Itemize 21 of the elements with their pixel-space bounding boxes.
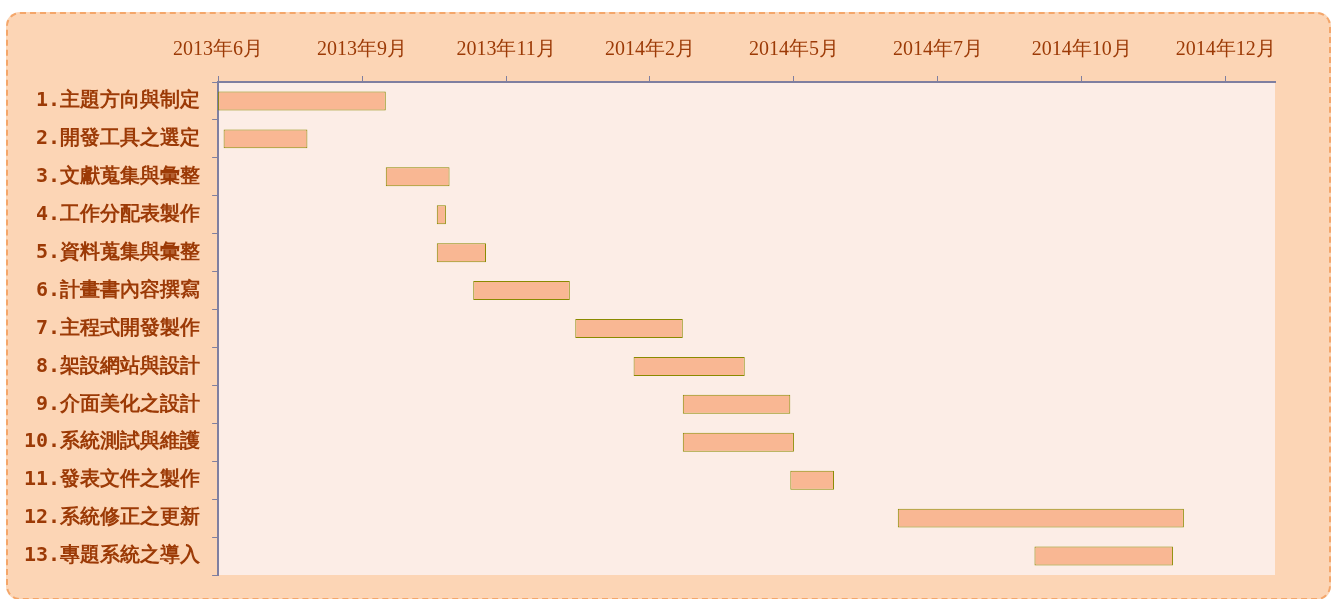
y-tick-label: 13.專題系統之導入	[24, 542, 202, 567]
x-tick-label: 2013年6月	[173, 37, 264, 60]
y-tick-label: 1.主題方向與制定	[36, 87, 201, 112]
x-tick-label: 2014年10月	[1031, 37, 1132, 60]
y-tick-label: 5.資料蒐集與彙整	[36, 238, 201, 263]
y-tick-label: 10.系統測試與維護	[24, 428, 201, 453]
y-tick-label: 2.開發工具之選定	[36, 125, 201, 150]
y-tick-label: 8.架設網站與設計	[36, 352, 201, 377]
x-tick-label: 2013年11月	[456, 37, 556, 60]
y-tick-label: 9.介面美化之設計	[36, 390, 201, 415]
y-tick-label: 7.主程式開發製作	[36, 314, 201, 339]
y-tick-label: 11.發表文件之製作	[24, 466, 201, 491]
y-tick-label: 6.計畫書內容撰寫	[36, 276, 201, 301]
y-tick-label: 4.工作分配表製作	[36, 200, 201, 225]
x-tick-label: 2014年12月	[1175, 37, 1276, 60]
x-tick-label: 2013年9月	[317, 37, 408, 60]
x-tick-label: 2014年5月	[748, 37, 839, 60]
x-tick-label: 2014年2月	[604, 37, 695, 60]
y-tick-label: 3.文獻蒐集與彙整	[36, 163, 201, 188]
x-tick-label: 2014年7月	[892, 37, 983, 60]
y-tick-label: 12.系統修正之更新	[24, 504, 201, 529]
